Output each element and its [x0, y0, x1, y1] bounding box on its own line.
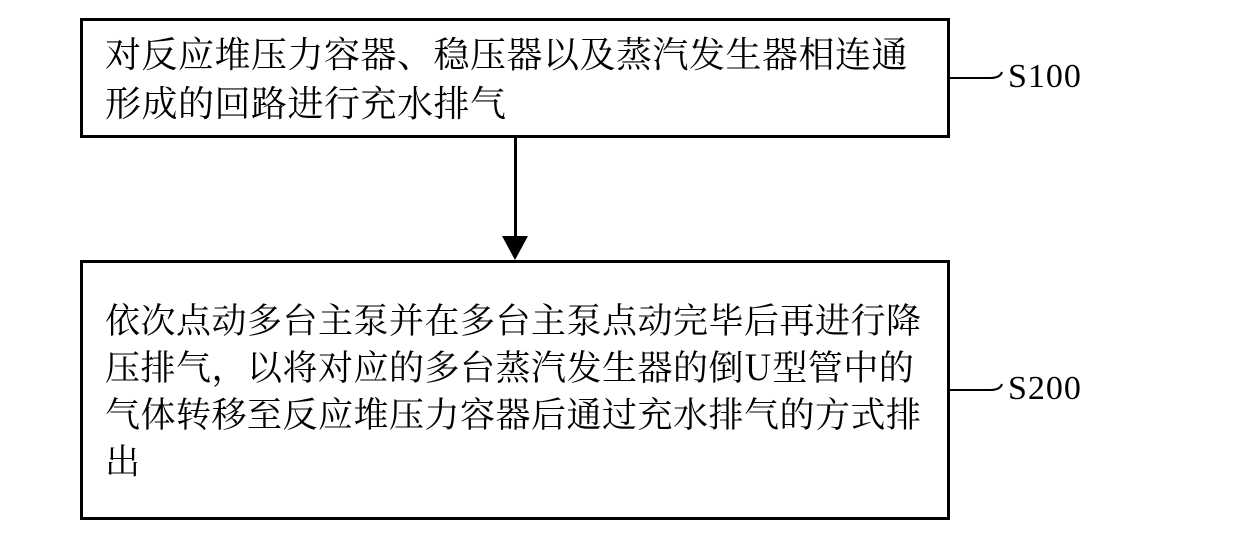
arrow-head-icon [502, 236, 528, 260]
diagram-canvas: 对反应堆压力容器、稳压器以及蒸汽发生器相连通形成的回路进行充水排气 依次点动多台… [0, 0, 1240, 555]
step-box-2-text: 依次点动多台主泵并在多台主泵点动完毕后再进行降压排气，以将对应的多台蒸汽发生器的… [105, 296, 925, 485]
step-box-1-text: 对反应堆压力容器、稳压器以及蒸汽发生器相连通形成的回路进行充水排气 [105, 29, 925, 126]
arrow-shaft [514, 138, 517, 236]
step-box-1: 对反应堆压力容器、稳压器以及蒸汽发生器相连通形成的回路进行充水排气 [80, 18, 950, 138]
step-label-s100: S100 [1008, 58, 1082, 96]
step-label-s200: S200 [1008, 370, 1082, 408]
step-box-2: 依次点动多台主泵并在多台主泵点动完毕后再进行降压排气，以将对应的多台蒸汽发生器的… [80, 260, 950, 520]
